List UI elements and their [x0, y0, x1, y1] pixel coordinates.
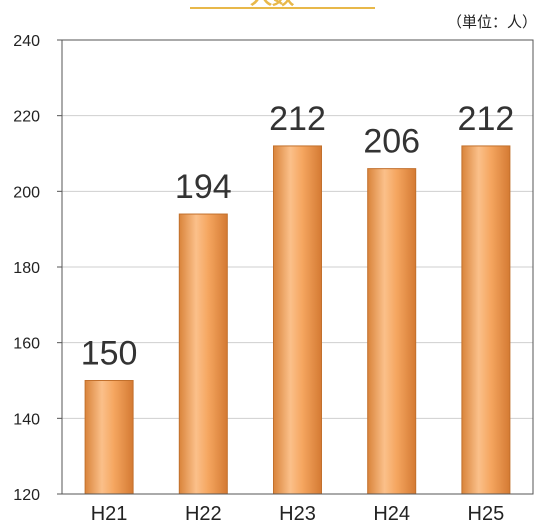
unit-label: （単位：人）	[447, 13, 537, 31]
bar-h24	[367, 168, 417, 495]
data-label-h23: 212	[269, 100, 326, 138]
bar-h23	[273, 145, 322, 495]
y-tick-label: 200	[13, 184, 40, 201]
data-label-h22: 194	[175, 168, 232, 206]
bar-h22	[178, 213, 228, 495]
y-tick-label: 240	[13, 33, 40, 50]
x-axis-labels: H21 H22 H23 H24 H25	[91, 503, 505, 525]
bars: 150 194 212 206 212	[81, 100, 515, 495]
bar-h21	[84, 380, 134, 495]
chart-title: 人数	[250, 0, 295, 10]
y-tick-label: 140	[13, 411, 40, 428]
plot-frame	[61, 39, 534, 495]
y-tick-label: 180	[13, 260, 40, 277]
y-axis-ticks: 120 140 160 180 200 220 240	[13, 33, 62, 504]
data-label-h21: 150	[81, 335, 138, 373]
data-label-h25: 212	[458, 100, 515, 138]
x-label-h24: H24	[373, 503, 410, 525]
y-tick-label: 160	[13, 336, 40, 353]
data-label-h24: 206	[363, 123, 420, 161]
x-label-h21: H21	[91, 503, 128, 525]
bar-h25	[461, 145, 511, 495]
x-label-h22: H22	[185, 503, 222, 525]
y-tick-label: 120	[13, 487, 40, 504]
x-label-h23: H23	[279, 503, 316, 525]
x-label-h25: H25	[468, 503, 505, 525]
y-tick-label: 220	[13, 109, 40, 126]
